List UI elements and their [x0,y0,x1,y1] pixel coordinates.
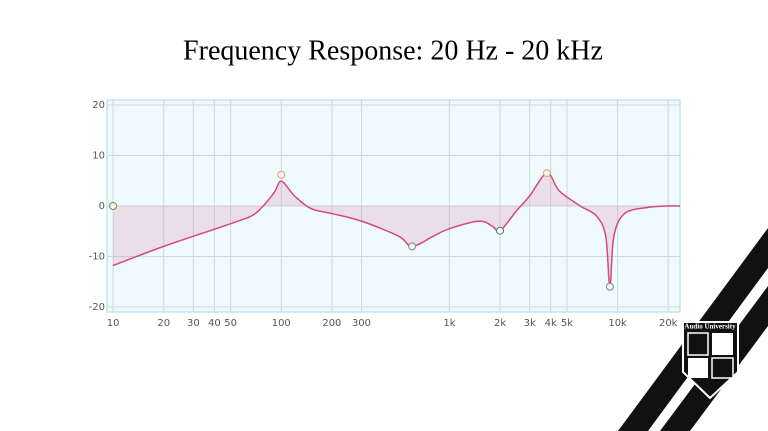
x-tick-label: 4k [545,318,557,329]
x-tick-label: 40 [208,318,221,329]
x-tick-label: 20k [659,318,678,329]
logo-text: Audio University [684,323,736,331]
eq-handle [496,226,505,235]
icon [687,332,709,356]
icon [711,357,734,379]
y-tick-label: 0 [99,201,105,212]
x-tick-label: 50 [224,318,237,329]
x-tick-label: 5k [561,318,573,329]
logo: Audio University [618,228,768,431]
eq-handle [109,202,118,210]
y-tick-label: -20 [89,302,105,313]
eq-handle [605,282,614,291]
chart-title: Frequency Response: 20 Hz - 20 kHz [183,35,603,66]
x-tick-label: 200 [322,318,341,329]
x-tick-label: 100 [272,318,291,329]
x-tick-label: 300 [352,318,371,329]
x-tick-label: 30 [187,318,200,329]
x-tick-label: 20 [157,318,170,329]
x-tick-label: 1k [443,318,455,329]
x-tick-label: 2k [494,318,506,329]
icon [688,358,708,378]
eq-handle [542,169,551,178]
icon [712,333,733,355]
x-tick-label: 10k [608,318,627,329]
eq-handle [408,242,417,251]
y-tick-label: -10 [89,251,105,262]
x-tick-label: 10 [107,318,120,329]
area [113,173,680,287]
y-tick-label: 10 [92,151,105,162]
x-tick-label: 3k [524,318,536,329]
eq-handle [277,170,286,179]
y-tick-label: 20 [92,100,105,111]
